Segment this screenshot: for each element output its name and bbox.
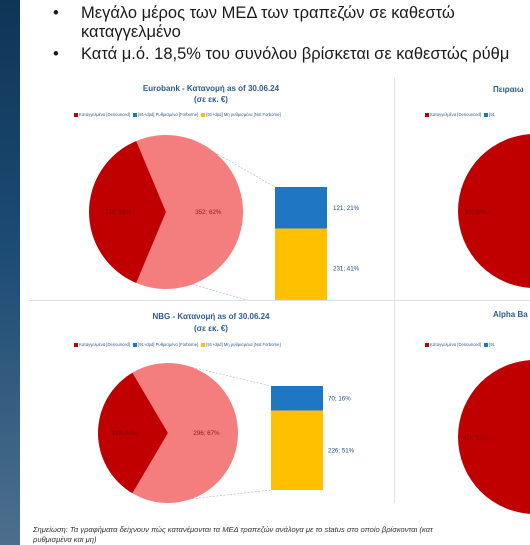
legend-label: [91 [489, 112, 495, 117]
legend-swatch [425, 342, 429, 347]
pie-slice-label: 89; 89% [465, 210, 488, 216]
pie-slice-label: 210; 38% [105, 209, 132, 216]
footnote-line: Σημείωση: Τα γραφήματα δείχνουν πώς κατα… [33, 525, 433, 534]
pie-slice-rest [136, 135, 243, 289]
pie-chart-partial: 411; 51% [458, 360, 530, 514]
connector-line [191, 366, 272, 387]
legend-label: [91+dpd] Ρυθμισμένα [Forborne] [138, 112, 199, 117]
legend-swatch [74, 112, 78, 117]
chart-alpha-partial: Alpha Ba Καταγγελμένα [Denounced] [91 41… [395, 305, 530, 520]
pie-slice-label: 296; 67% [193, 430, 220, 437]
legend-item: [91+dpd] Ρυθμισμένα [Forborne] [133, 112, 198, 117]
pie-slice-denounced [89, 140, 166, 284]
bullet-marker: • [53, 45, 59, 63]
chart-legend: Καταγγελμένα [Denounced] [91+dpd] Ρυθμισ… [74, 342, 281, 347]
bar-segment-forborne [275, 187, 327, 229]
legend-swatch [484, 112, 489, 117]
legend-swatch [133, 112, 138, 117]
bar-segment-label: 226; 51% [328, 447, 355, 454]
footnote: Σημείωση: Τα γραφήματα δείχνουν πώς κατα… [33, 525, 530, 545]
legend-swatch [133, 342, 138, 347]
legend-label: Καταγγελμένα [Denounced] [79, 112, 131, 117]
legend-item: Καταγγελμένα [Denounced] [425, 112, 481, 117]
panel-divider-vertical [394, 78, 395, 503]
legend-swatch [425, 112, 429, 117]
legend-item: [91+dpd] Ρυθμισμένα [Forborne] [133, 342, 198, 347]
chart-legend: Καταγγελμένα [Denounced] [91 [425, 342, 495, 347]
bar-segment-not-forborne [275, 228, 327, 308]
bar-segment-label: 70; 16% [328, 395, 351, 402]
pie-slice-label: 146; 33% [112, 430, 139, 437]
pie-chart-partial: 89; 89% [458, 134, 530, 288]
legend-label: Καταγγελμένα [Denounced] [430, 342, 482, 347]
chart-title: Alpha Ba [493, 310, 528, 319]
chart-title: NBG - Κατανομή as of 30.06.24 [152, 312, 270, 321]
chart-title: Πειραιω [493, 85, 524, 94]
chart-legend: Καταγγελμένα [Denounced] [91+dpd] Ρυθμισ… [74, 112, 281, 117]
bar-segment-not-forborne [271, 410, 323, 490]
legend-label: [91+dpd] Μη ρυθμισμένα [Not Forborne] [206, 342, 281, 347]
chart-legend: Καταγγελμένα [Denounced] [91 [425, 112, 495, 117]
footnote-line: ρυθμισμένα και μη) [33, 535, 97, 544]
bullet-marker: • [53, 4, 59, 22]
legend-label: Καταγγελμένα [Denounced] [79, 342, 131, 347]
connector-line [191, 489, 272, 500]
chart-subtitle: (σε εκ. €) [194, 324, 228, 333]
legend-label: Καταγγελμένα [Denounced] [430, 112, 482, 117]
pie-slice-denounced [97, 372, 168, 494]
bullet-text: καταγγελμένο [81, 23, 181, 41]
legend-item: [91 [484, 342, 495, 347]
panel-divider-horizontal [28, 300, 530, 301]
pie-bar-chart: 210; 38% 352; 62% 121; 21% 231; 41% [89, 135, 360, 309]
legend-label: [91+dpd] Μη ρυθμισμένα [Not Forborne] [206, 112, 281, 117]
connector-line [192, 139, 276, 188]
legend-swatch [74, 342, 78, 347]
legend-item: Καταγγελμένα [Denounced] [74, 112, 130, 117]
left-accent-band [0, 0, 20, 545]
pie-slice-denounced [458, 134, 530, 288]
pie-slice-label: 411; 51% [463, 436, 489, 442]
legend-swatch [484, 342, 489, 347]
legend-swatch [201, 112, 206, 117]
bullet-text: Κατά μ.ό. 18,5% του συνόλου βρίσκεται σε… [81, 45, 510, 63]
legend-item: [91+dpd] Μη ρυθμισμένα [Not Forborne] [201, 112, 281, 117]
legend-item: Καταγγελμένα [Denounced] [425, 342, 481, 347]
legend-label: [91+dpd] Ρυθμισμένα [Forborne] [138, 342, 199, 347]
pie-slice-rest [132, 363, 238, 504]
bar-segment-forborne [271, 386, 323, 411]
legend-swatch [201, 342, 206, 347]
chart-eurobank: Eurobank - Κατανομή as of 30.06.24 (σε ε… [28, 80, 394, 309]
pie-bar-chart: 146; 33% 296; 67% 70; 16% 226; 51% [97, 363, 355, 504]
legend-item: Καταγγελμένα [Denounced] [74, 342, 130, 347]
pie-slice-denounced [458, 360, 530, 514]
pie-slice-label: 352; 62% [195, 209, 222, 216]
bullet-text: Μεγάλο μέρος των ΜΕΔ των τραπεζών σε καθ… [81, 4, 455, 22]
chart-subtitle: (σε εκ. €) [194, 95, 228, 104]
bar-segment-label: 121; 21% [333, 205, 360, 212]
chart-nbg: NBG - Κατανομή as of 30.06.24 (σε εκ. €)… [28, 305, 394, 520]
chart-piraeus-partial: Πειραιω Καταγγελμένα [Denounced] [91 89;… [395, 80, 530, 300]
legend-item: [91+dpd] Μη ρυθμισμένα [Not Forborne] [201, 342, 281, 347]
legend-label: [91 [489, 342, 495, 347]
chart-title: Eurobank - Κατανομή as of 30.06.24 [142, 84, 280, 93]
bar-segment-label: 231; 41% [333, 265, 360, 272]
legend-item: [91 [484, 112, 495, 117]
connector-line [192, 284, 276, 309]
